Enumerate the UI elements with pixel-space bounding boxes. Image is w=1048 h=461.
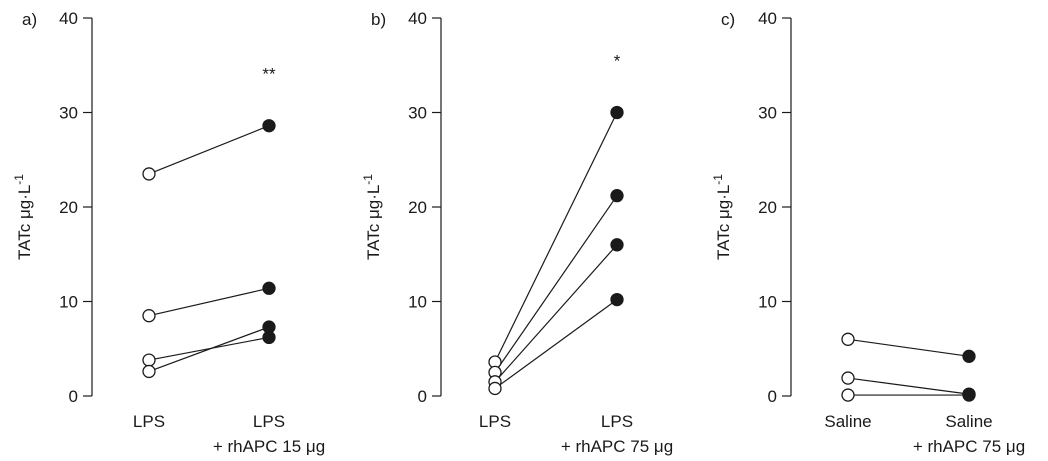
data-point-baseline [488, 381, 502, 396]
chart-panel-2: 0 10 20 30 40 b) TATc μg·L-1 LPS LPS + rhAPC 75 μ… [361, 9, 673, 456]
x-category-label: Saline [945, 412, 992, 431]
y-axis-label-superscript: -1 [361, 174, 375, 185]
y-tick-label: 30 [758, 104, 777, 123]
y-axis-label-text: TATc μg·L [714, 185, 733, 260]
panel-label: b) [371, 10, 386, 29]
y-tick-label: 10 [59, 293, 78, 312]
data-point-treated [262, 281, 276, 295]
y-tick-label: 0 [69, 387, 78, 406]
data-point-baseline [142, 364, 156, 379]
paired-line [494, 299, 618, 389]
paired-line [847, 338, 970, 357]
y-tick-label: 30 [59, 104, 78, 123]
paired-line [847, 377, 970, 395]
y-tick-label: 40 [59, 9, 78, 28]
data-point-treated [262, 119, 276, 133]
y-axis-label-superscript: -1 [711, 174, 725, 185]
paired-line [494, 244, 618, 383]
x-category-sublabel: + rhAPC 75 μg [913, 437, 1025, 456]
panel-label: c) [721, 10, 735, 29]
y-tick-label: 30 [408, 104, 427, 123]
data-point-treated [610, 105, 624, 120]
y-tick-label: 40 [408, 9, 427, 28]
y-axis-label: TATc μg·L-1 [711, 174, 733, 260]
y-axis-label-text: TATc μg·L [15, 185, 34, 260]
y-tick-label: 40 [758, 9, 777, 28]
y-axis-label-text: TATc μg·L [364, 185, 383, 260]
data-point-treated [262, 320, 276, 334]
y-tick-label: 0 [768, 387, 777, 406]
data-point-baseline [841, 371, 855, 385]
y-tick-label: 20 [408, 198, 427, 217]
x-category-label: Saline [824, 412, 871, 431]
data-point-baseline [841, 332, 855, 346]
paired-line [148, 287, 270, 317]
paired-line [494, 112, 618, 363]
x-category-sublabel: + rhAPC 75 μg [561, 437, 673, 456]
data-point-baseline [142, 309, 156, 323]
chart-panel-3: 0 10 20 30 40 c) TATc μg·L-1 Saline Saline + rhAP… [711, 9, 1025, 456]
y-tick-label: 0 [418, 387, 427, 406]
y-axis-label-superscript: -1 [12, 174, 26, 185]
y-tick-label: 20 [758, 198, 777, 217]
data-point-treated [610, 189, 624, 203]
y-tick-label: 10 [758, 293, 777, 312]
paired-line [148, 326, 270, 372]
y-tick-label: 20 [59, 198, 78, 217]
y-axis-label: TATc μg·L-1 [12, 174, 34, 260]
x-category-label: LPS [133, 412, 165, 431]
chart-panel-1: 0 10 20 30 40 a) TATc μg·L-1 LPS LPS + rhAPC 15 μ… [12, 9, 325, 456]
data-point-baseline [142, 167, 156, 181]
data-point-baseline [841, 388, 855, 402]
paired-line [148, 125, 270, 175]
paired-line [494, 195, 618, 373]
significance-marker: * [614, 52, 621, 71]
significance-marker: ** [262, 65, 276, 84]
x-category-label: LPS [601, 412, 633, 431]
data-point-treated [610, 238, 624, 252]
data-point-treated [962, 349, 976, 363]
y-tick-label: 10 [408, 293, 427, 312]
panel-label: a) [22, 10, 37, 29]
data-point-baseline [142, 353, 156, 367]
x-category-label: LPS [253, 412, 285, 431]
y-axis-label: TATc μg·L-1 [361, 174, 383, 260]
x-category-sublabel: + rhAPC 15 μg [213, 437, 325, 456]
data-point-treated [610, 292, 624, 307]
data-point-treated [962, 388, 976, 402]
x-category-label: LPS [479, 412, 511, 431]
